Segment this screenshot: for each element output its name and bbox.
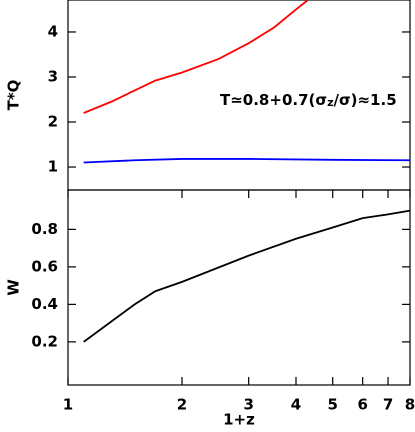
x-tick-label: 4 (291, 396, 301, 414)
x-tick-label: 5 (327, 396, 337, 414)
y-axis-label: T*Q (5, 80, 23, 111)
plot-frame (67, 189, 411, 386)
annotation-part: T≃0.8+0.7(σ (220, 91, 327, 109)
annotation-part: /σ)≈1.5 (333, 91, 396, 109)
y-tick-label: 3 (48, 67, 58, 85)
plot-area (83, 0, 410, 164)
x-tick-label: 1 (63, 396, 73, 414)
x-axis-label: 1+z (223, 411, 255, 429)
annotation-part: z (327, 96, 333, 109)
data-line (83, 209, 410, 343)
y-tick-label: 0.6 (31, 257, 58, 275)
x-tick-label: 6 (357, 396, 367, 414)
annotation: T≃0.8+0.7(σz/σ)≈1.5 (220, 91, 397, 110)
y-tick-label: 1 (48, 158, 58, 176)
data-line (83, 0, 309, 114)
y-tick-label: 0.8 (31, 220, 58, 238)
y-tick-label: 0.2 (31, 332, 58, 350)
y-tick-label: 0.4 (31, 295, 58, 313)
x-tick-label: 2 (177, 396, 187, 414)
data-line (83, 158, 410, 164)
y-axis-label: W (5, 279, 23, 296)
x-tick-label: 7 (383, 396, 393, 414)
plot-area (83, 209, 410, 343)
x-tick-label: 8 (405, 396, 415, 414)
x-tick-label: 3 (243, 396, 253, 414)
y-tick-label: 2 (48, 113, 58, 131)
y-tick-label: 4 (48, 22, 58, 40)
